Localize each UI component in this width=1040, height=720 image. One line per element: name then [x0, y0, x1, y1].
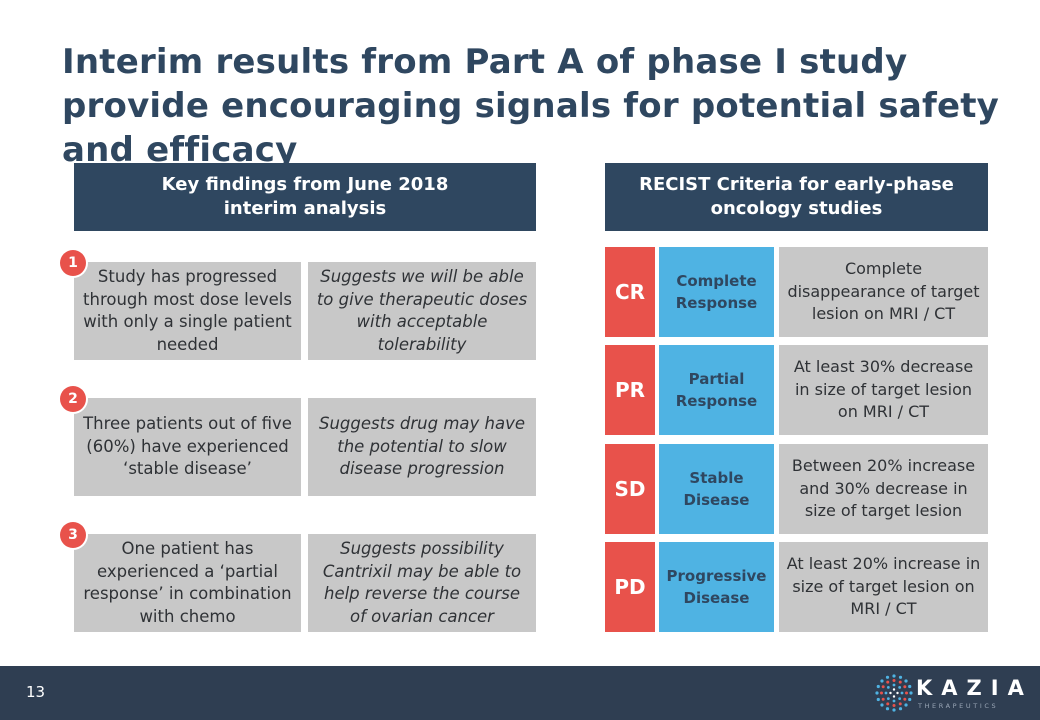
number-badge-3: 3	[60, 522, 86, 548]
page-number: 13	[26, 683, 46, 701]
implication-3-text: Suggests possibility Cantrixil may be ab…	[322, 539, 522, 626]
finding-2-text: Three patients out of five (60%) have ex…	[83, 414, 292, 479]
key-findings-header-text: Key findings from June 2018 interim anal…	[161, 174, 449, 219]
criteria-abbr-sd: SD	[605, 444, 655, 534]
criteria-term-cr: Complete Response	[659, 247, 774, 337]
number-badge-2: 2	[60, 386, 86, 412]
recist-header-text: RECIST Criteria for early-phase oncology…	[639, 174, 954, 219]
criteria-desc-sd: Between 20% increase and 30% decrease in…	[779, 444, 988, 534]
criteria-abbr-pr: PR	[605, 345, 655, 435]
criteria-desc-pd: At least 20% increase in size of target …	[779, 542, 988, 632]
kazia-dots-icon	[875, 674, 913, 712]
key-findings-header: Key findings from June 2018 interim anal…	[74, 163, 536, 231]
implication-2-text: Suggests drug may have the potential to …	[318, 414, 526, 479]
footer-bar: 13 KAZIA THERAPEUTICS	[0, 666, 1040, 720]
finding-3: One patient has experienced a ‘partial r…	[74, 534, 301, 632]
number-badge-1: 1	[60, 250, 86, 276]
criteria-term-pr: Partial Response	[659, 345, 774, 435]
criteria-desc-cr: Complete disappearance of target lesion …	[779, 247, 988, 337]
criteria-term-cr-text: Complete Response	[675, 272, 758, 312]
criteria-abbr-pd: PD	[605, 542, 655, 632]
finding-3-text: One patient has experienced a ‘partial r…	[83, 539, 292, 626]
kazia-logo: KAZIA THERAPEUTICS	[874, 673, 1024, 713]
criteria-term-sd-text: Stable Disease	[683, 469, 750, 509]
finding-1-text: Study has progressed through most dose l…	[83, 267, 292, 354]
logo-wordmark: KAZIA	[916, 676, 1033, 700]
criteria-term-sd: Stable Disease	[659, 444, 774, 534]
criteria-abbr-cr: CR	[605, 247, 655, 337]
finding-1: Study has progressed through most dose l…	[74, 262, 301, 360]
criteria-term-pd-text: Progressive Disease	[666, 567, 767, 607]
implication-2: Suggests drug may have the potential to …	[308, 398, 536, 496]
criteria-desc-cr-text: Complete disappearance of target lesion …	[787, 259, 980, 324]
finding-2: Three patients out of five (60%) have ex…	[74, 398, 301, 496]
criteria-desc-pr-text: At least 30% decrease in size of target …	[793, 357, 974, 422]
criteria-term-pr-text: Partial Response	[675, 370, 758, 410]
criteria-desc-sd-text: Between 20% increase and 30% decrease in…	[791, 456, 976, 521]
implication-1: Suggests we will be able to give therape…	[308, 262, 536, 360]
slide-title: Interim results from Part A of phase I s…	[62, 42, 1000, 170]
logo-subtext: THERAPEUTICS	[918, 702, 999, 710]
criteria-desc-pr: At least 30% decrease in size of target …	[779, 345, 988, 435]
implication-3: Suggests possibility Cantrixil may be ab…	[308, 534, 536, 632]
criteria-desc-pd-text: At least 20% increase in size of target …	[786, 554, 981, 619]
criteria-term-pd: Progressive Disease	[659, 542, 774, 632]
recist-header: RECIST Criteria for early-phase oncology…	[605, 163, 988, 231]
implication-1-text: Suggests we will be able to give therape…	[316, 267, 528, 354]
